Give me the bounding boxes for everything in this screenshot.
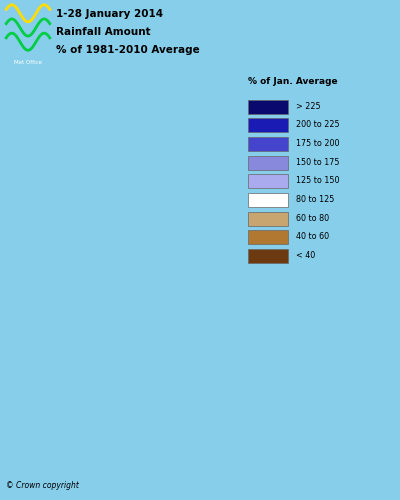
Bar (248, 100, 288, 114)
Bar (248, 230, 288, 244)
Text: 1-28 January 2014: 1-28 January 2014 (56, 9, 163, 19)
Text: % of 1981-2010 Average: % of 1981-2010 Average (56, 45, 200, 55)
Text: Met Office: Met Office (14, 60, 42, 65)
Text: Rainfall Amount: Rainfall Amount (56, 27, 151, 37)
Text: % of Jan. Average: % of Jan. Average (248, 76, 338, 86)
Text: > 225: > 225 (296, 102, 321, 110)
Bar (248, 193, 288, 207)
Text: 150 to 175: 150 to 175 (296, 158, 340, 166)
Text: 200 to 225: 200 to 225 (296, 120, 340, 130)
Text: © Crown copyright: © Crown copyright (6, 480, 79, 490)
Text: 40 to 60: 40 to 60 (296, 232, 329, 241)
Bar (248, 137, 288, 151)
Text: 175 to 200: 175 to 200 (296, 139, 340, 148)
Bar (248, 156, 288, 170)
Bar (248, 249, 288, 263)
Bar (248, 118, 288, 132)
Text: 125 to 150: 125 to 150 (296, 176, 340, 186)
Text: 80 to 125: 80 to 125 (296, 195, 334, 204)
Bar (248, 212, 288, 226)
Text: 60 to 80: 60 to 80 (296, 214, 329, 223)
Bar (248, 174, 288, 188)
Text: < 40: < 40 (296, 251, 315, 260)
